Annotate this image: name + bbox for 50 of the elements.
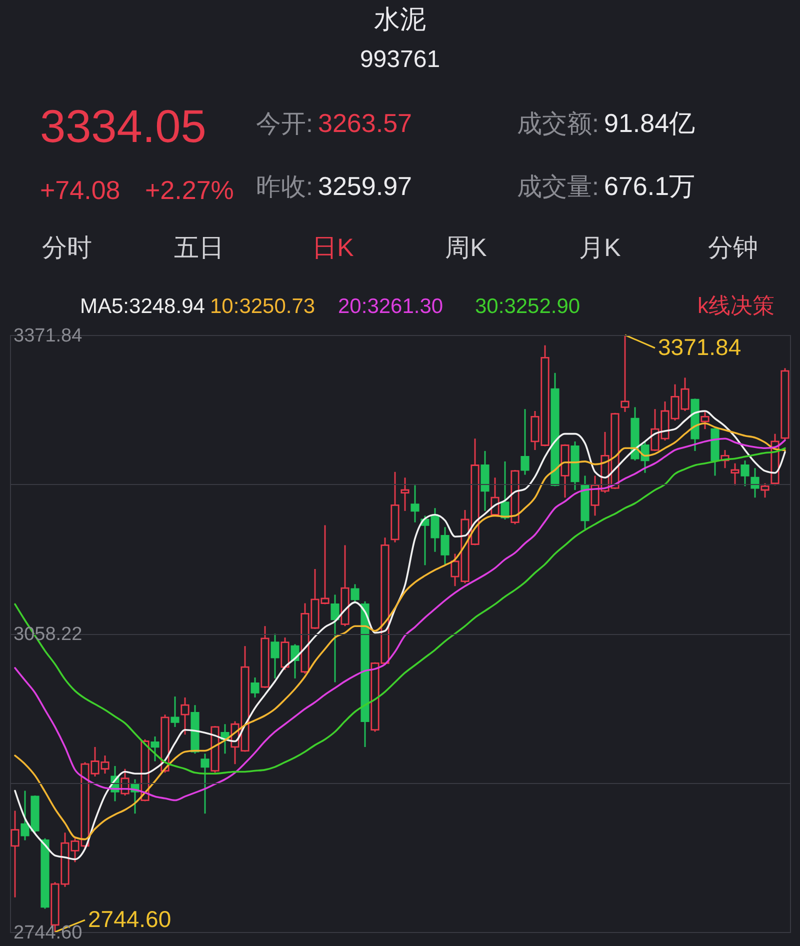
candlestick [500,460,510,520]
candlestick [400,476,410,512]
text: 成交量: [517,173,599,201]
text: +2.27% [145,175,234,205]
text: 周K [445,234,488,262]
candlestick [350,584,360,604]
candlestick [180,696,190,736]
text: 676.1万 [604,171,696,201]
text: 分钟 [708,234,758,262]
candlestick [520,408,530,476]
text: 3263.57 [318,108,412,138]
text: 10:3250.73 [210,295,316,318]
text: 30:3252.90 [475,295,580,318]
chart-subtitle: 993761 [360,46,440,73]
text: 91.84亿 [604,108,696,138]
text: 月K [579,234,622,262]
text: k线决策 [698,293,774,318]
text: 3334.05 [40,100,206,152]
text: 3259.97 [318,171,412,201]
text: MA5:3248.94 [80,295,206,318]
text: 20:3261.30 [338,295,444,318]
text: 昨收: [256,173,313,201]
candlestick [490,476,500,516]
y-tick-label: 2744.60 [14,922,82,944]
candlestick [330,594,340,683]
annotation: 3371.84 [658,334,742,360]
candlestick [290,643,300,680]
candlestick [150,736,160,762]
candlestick [730,462,740,486]
text: +74.08 [40,175,120,205]
candlestick [740,460,750,487]
candlestick [170,696,180,728]
candlestick [270,633,280,680]
candlestick [750,467,760,498]
candlestick [200,752,210,814]
y-tick-label: 3058.22 [14,624,82,645]
candlestick [760,482,770,498]
candlestick [10,810,20,898]
chart-title: 水泥 [374,4,426,34]
candlestick [410,484,420,524]
text: 今开: [256,110,313,138]
candlestick [700,410,710,430]
annotation: 2744.60 [88,906,172,932]
candlestick [250,676,260,698]
text: 成交额: [517,110,599,138]
text: 日K [312,234,354,262]
text: 五日 [174,234,224,262]
candlestick [620,334,630,413]
y-tick-label: 3371.84 [14,326,83,346]
text: 分时 [42,234,92,262]
